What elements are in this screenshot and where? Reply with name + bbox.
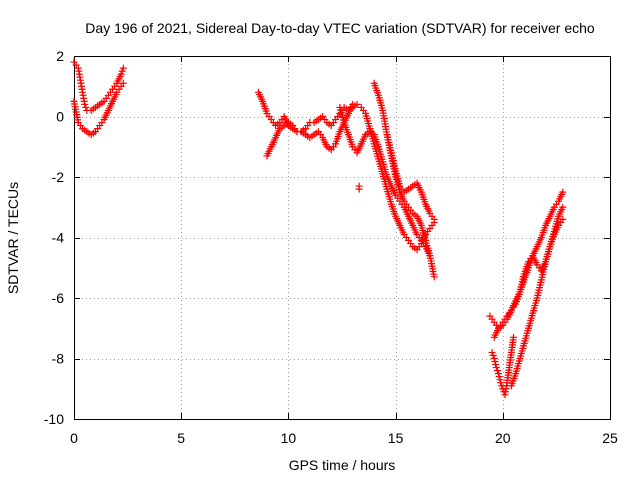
data-point bbox=[355, 182, 363, 190]
data-point bbox=[119, 64, 127, 72]
x-axis-label: GPS time / hours bbox=[289, 457, 396, 473]
series-seg-j bbox=[490, 203, 567, 341]
data-point bbox=[82, 103, 90, 111]
axis-ticks: 0 5 10 15 20 25 -10 -8 -6 -4 -2 0 2 bbox=[44, 48, 618, 446]
data-point bbox=[430, 215, 438, 223]
y-tick-label: -8 bbox=[52, 351, 65, 367]
data-point bbox=[349, 100, 357, 108]
data-point bbox=[559, 188, 567, 196]
data-point bbox=[492, 361, 500, 369]
data-point bbox=[430, 273, 438, 281]
series-seg-b bbox=[70, 58, 127, 114]
data-point bbox=[118, 67, 126, 75]
data-point bbox=[489, 351, 497, 359]
y-axis-label: SDTVAR / TECUs bbox=[5, 182, 21, 294]
data-point bbox=[119, 79, 127, 87]
x-tick-label: 15 bbox=[388, 430, 404, 446]
series-seg-k bbox=[488, 333, 518, 399]
data-point bbox=[495, 373, 503, 381]
series-seg-i bbox=[486, 188, 567, 332]
series-seg-g bbox=[370, 79, 438, 281]
data-point bbox=[497, 379, 505, 387]
series-seg-d bbox=[263, 100, 357, 160]
chart-title: Day 196 of 2021, Sidereal Day-to-day VTE… bbox=[85, 20, 595, 36]
data-point bbox=[495, 370, 503, 378]
series-seg-h bbox=[383, 131, 438, 223]
data-point bbox=[117, 70, 125, 78]
data-point bbox=[490, 355, 498, 362]
y-tick-label: -10 bbox=[44, 411, 64, 427]
x-tick-label: 25 bbox=[602, 430, 618, 446]
x-tick-label: 20 bbox=[495, 430, 511, 446]
y-tick-label: 2 bbox=[56, 48, 64, 64]
y-tick-label: 0 bbox=[56, 109, 64, 125]
x-tick-label: 0 bbox=[70, 430, 78, 446]
data-point bbox=[81, 100, 89, 108]
data-point bbox=[491, 358, 499, 366]
data-point bbox=[496, 376, 504, 384]
data-point bbox=[488, 348, 496, 356]
data-point bbox=[559, 203, 567, 211]
series-seg-l bbox=[507, 215, 567, 390]
x-tick-label: 5 bbox=[177, 430, 185, 446]
series-seg-f bbox=[357, 103, 438, 254]
y-tick-label: -2 bbox=[52, 169, 65, 185]
data-point bbox=[493, 367, 501, 375]
data-point bbox=[559, 215, 567, 223]
data-point bbox=[492, 364, 500, 372]
data-points bbox=[70, 58, 567, 399]
series-seg-m bbox=[355, 182, 363, 193]
series-seg-a bbox=[70, 79, 127, 139]
data-point bbox=[510, 333, 518, 341]
x-tick-label: 10 bbox=[281, 430, 297, 446]
y-tick-label: -6 bbox=[52, 290, 65, 306]
y-tick-label: -4 bbox=[52, 230, 65, 246]
